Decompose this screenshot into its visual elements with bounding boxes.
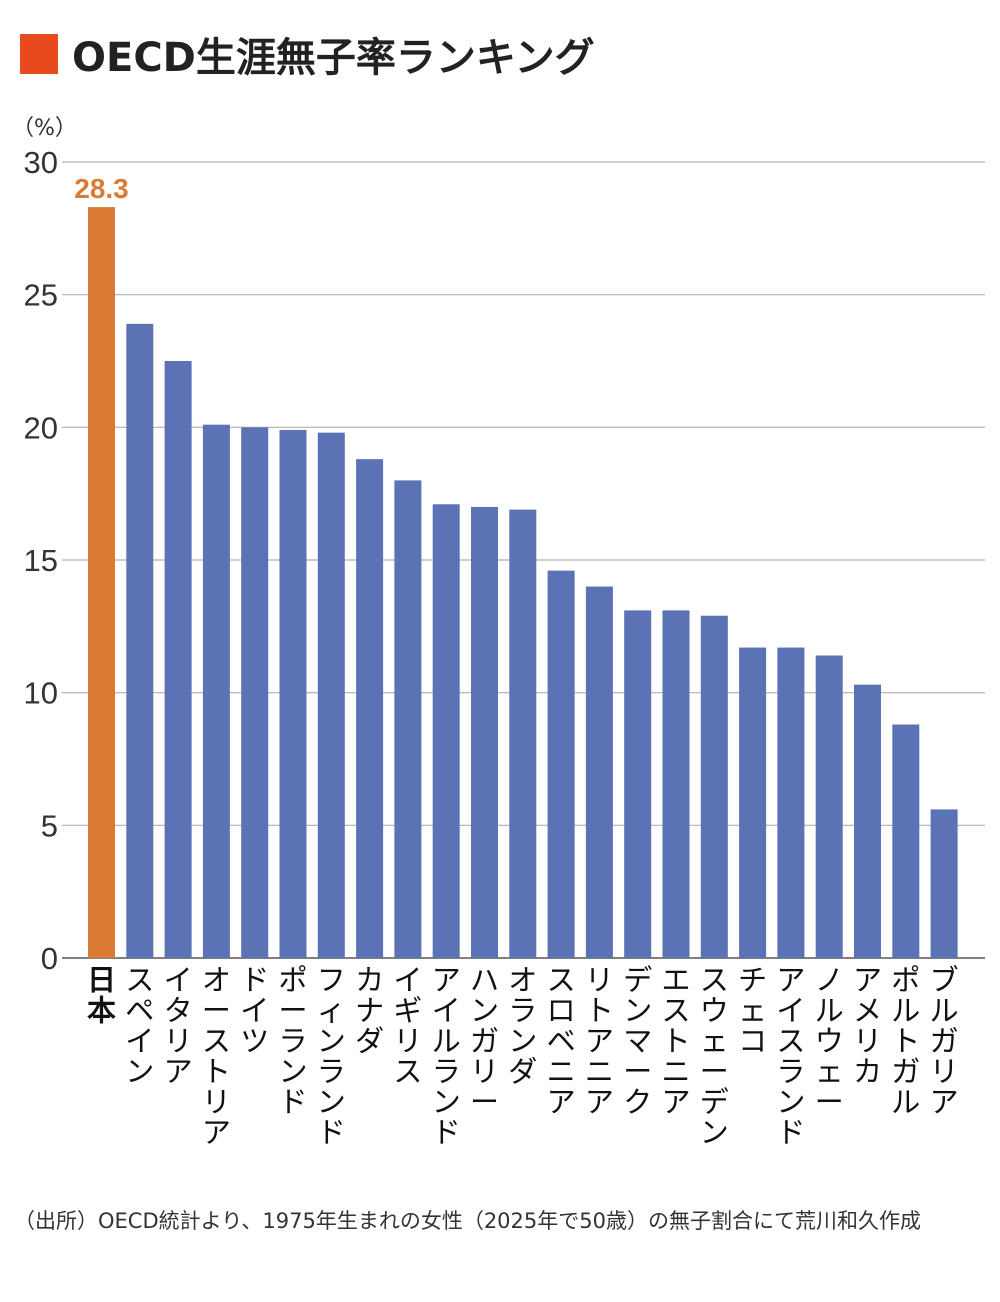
bar-chart: （%） 0 5 10 15 20 25 30 日本スペインイタリアオーストリアドイツポーランドフ… <box>12 116 985 1150</box>
y-tick-label: 25 <box>24 278 58 313</box>
bar <box>356 459 384 958</box>
x-category-label: ポルトガル <box>891 963 920 1119</box>
x-category-label: デンマーク <box>623 963 652 1119</box>
bar <box>739 647 767 958</box>
y-unit-label: （%） <box>12 116 77 141</box>
bar <box>432 504 460 958</box>
chart-title: OECD生涯無子率ランキング <box>20 28 595 81</box>
y-tick-label: 30 <box>24 145 58 180</box>
x-category-label: アイスランド <box>776 963 805 1150</box>
x-category-label: チェコ <box>738 963 767 1058</box>
x-category-label: イタリア <box>164 963 193 1089</box>
y-tick-label: 20 <box>24 410 58 445</box>
x-category-label: スロベニア <box>547 963 576 1119</box>
x-category-label: ハンガリー <box>470 963 499 1119</box>
bar <box>585 586 613 958</box>
bar <box>624 610 652 958</box>
bar <box>394 480 422 958</box>
y-tick-label: 5 <box>41 808 58 843</box>
bar <box>930 809 958 958</box>
bar <box>662 610 690 958</box>
data-label-highlight: 28.3 <box>74 173 129 204</box>
y-tick-label: 15 <box>24 543 58 578</box>
x-category-label: スペイン <box>125 963 154 1089</box>
bar <box>509 509 537 958</box>
bar <box>547 570 575 958</box>
x-category-label: ポーランド <box>278 963 307 1119</box>
y-tick-label: 0 <box>41 941 58 976</box>
bar <box>700 615 728 958</box>
y-tick-label: 10 <box>24 676 58 711</box>
x-category-label: オーストリア <box>202 963 231 1150</box>
bar <box>241 427 269 958</box>
x-category-label: ブルガリア <box>930 963 959 1119</box>
bar <box>202 424 230 958</box>
x-category-label: フィンランド <box>317 963 346 1150</box>
x-category-label: 日本 <box>87 963 116 1028</box>
bar <box>88 207 115 958</box>
x-category-label: リトアニア <box>585 963 614 1119</box>
x-category-label: アイルランド <box>432 963 461 1150</box>
bar <box>126 323 154 958</box>
bar <box>854 684 881 958</box>
title-text: OECD生涯無子率ランキング <box>72 35 595 81</box>
bar <box>892 724 920 958</box>
title-marker <box>20 34 58 74</box>
x-category-label: ドイツ <box>240 963 269 1058</box>
x-category-label: ノルウェー <box>815 963 844 1119</box>
x-category-label: アメリカ <box>853 963 882 1089</box>
bar <box>279 429 307 958</box>
x-category-label: カナダ <box>355 963 384 1058</box>
bar <box>777 647 805 958</box>
bar <box>164 361 192 958</box>
x-category-label: エストニア <box>661 963 690 1119</box>
x-category-label: オランダ <box>508 963 537 1089</box>
source-note: （出所）OECD統計より、1975年生まれの女性（2025年で50歳）の無子割合… <box>14 1209 921 1233</box>
bar <box>471 506 498 958</box>
x-category-label: イギリス <box>393 963 422 1089</box>
x-category-label: スウェーデン <box>700 963 729 1150</box>
bar <box>317 432 345 958</box>
bar <box>815 655 843 958</box>
